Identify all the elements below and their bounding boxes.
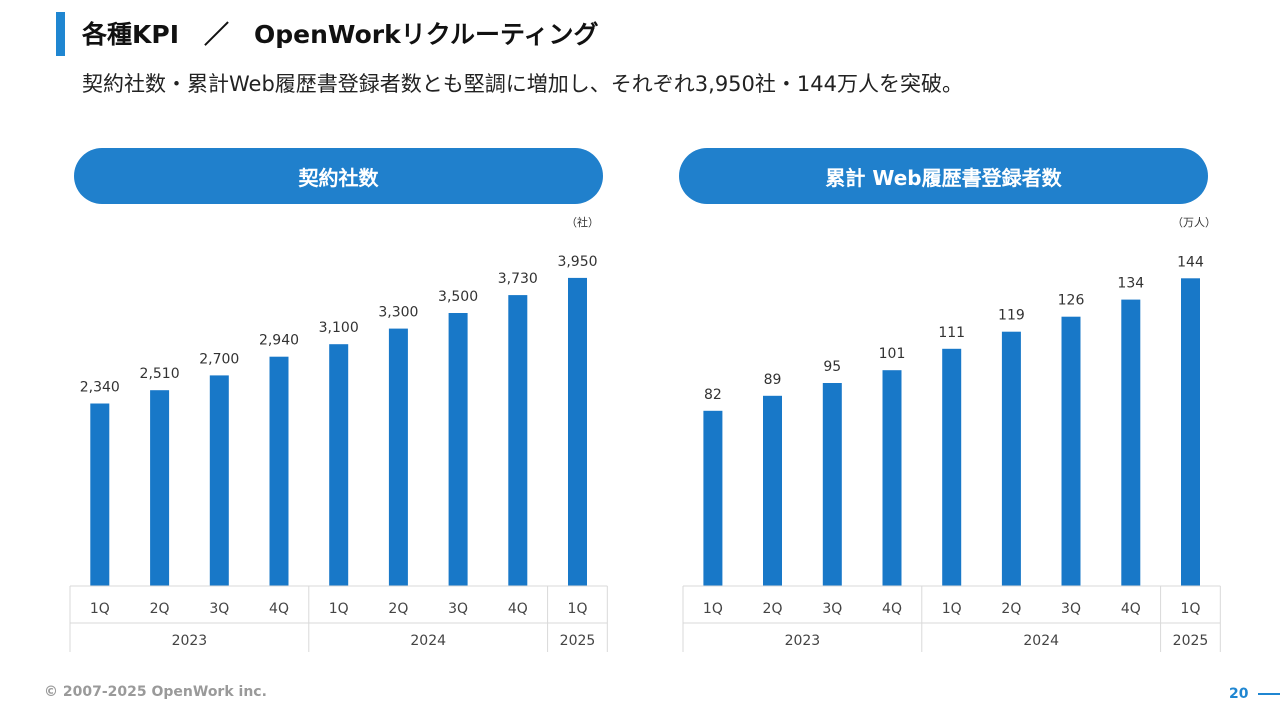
- value-label-resumes-3: 101: [879, 346, 906, 362]
- year-label-resumes-0: 2023: [785, 633, 821, 649]
- tick-label-contracts-1: 2Q: [150, 601, 170, 617]
- bar-contracts-6: [448, 313, 468, 586]
- value-label-resumes-7: 134: [1117, 276, 1144, 292]
- bar-contracts-5: [388, 328, 408, 586]
- unit-label-resumes: （万人）: [1172, 216, 1216, 229]
- chart-title-contracts: 契約社数: [74, 148, 603, 204]
- title-accent-bar: [56, 12, 65, 56]
- bar-contracts-0: [90, 403, 110, 586]
- value-label-resumes-2: 95: [823, 359, 841, 375]
- value-label-resumes-4: 111: [938, 325, 965, 341]
- tick-label-contracts-3: 4Q: [269, 601, 289, 617]
- bar-contracts-8: [568, 277, 587, 586]
- bar-resumes-2: [822, 383, 842, 586]
- value-label-resumes-5: 119: [998, 308, 1025, 324]
- value-label-contracts-7: 3,730: [498, 271, 538, 287]
- year-label-contracts-0: 2023: [172, 633, 208, 649]
- year-label-resumes-2: 2025: [1173, 633, 1209, 649]
- page-title: 各種KPI ／ OpenWorkリクルーティング: [82, 20, 599, 49]
- tick-label-resumes-0: 1Q: [703, 601, 723, 617]
- value-label-contracts-1: 2,510: [140, 366, 180, 382]
- value-label-resumes-6: 126: [1058, 293, 1085, 309]
- tick-label-contracts-0: 1Q: [90, 601, 110, 617]
- tick-label-contracts-8: 1Q: [568, 601, 588, 617]
- value-label-resumes-0: 82: [704, 387, 722, 403]
- value-label-contracts-8: 3,950: [557, 254, 597, 270]
- year-label-contracts-2: 2025: [560, 633, 596, 649]
- bar-resumes-6: [1061, 316, 1081, 586]
- bar-resumes-8: [1181, 278, 1200, 586]
- tick-label-resumes-2: 3Q: [822, 601, 842, 617]
- copyright: © 2007-2025 OpenWork inc.: [44, 684, 267, 700]
- tick-label-resumes-3: 4Q: [882, 601, 902, 617]
- bar-resumes-5: [1001, 331, 1021, 586]
- tick-label-contracts-4: 1Q: [329, 601, 349, 617]
- bar-resumes-7: [1121, 299, 1141, 586]
- tick-label-resumes-1: 2Q: [763, 601, 783, 617]
- tick-label-resumes-6: 3Q: [1061, 601, 1081, 617]
- value-label-resumes-8: 144: [1177, 254, 1204, 270]
- bar-contracts-2: [209, 375, 229, 586]
- tick-label-contracts-5: 2Q: [388, 601, 408, 617]
- bar-contracts-3: [269, 356, 289, 586]
- bar-resumes-0: [703, 410, 723, 586]
- value-label-contracts-2: 2,700: [199, 351, 239, 367]
- tick-label-contracts-7: 4Q: [508, 601, 528, 617]
- year-label-contracts-1: 2024: [410, 633, 446, 649]
- bar-resumes-3: [882, 370, 902, 586]
- value-label-contracts-4: 3,100: [319, 320, 359, 336]
- value-label-contracts-0: 2,340: [80, 380, 120, 396]
- tick-label-contracts-6: 3Q: [448, 601, 468, 617]
- bar-contracts-7: [508, 295, 528, 586]
- tick-label-resumes-7: 4Q: [1121, 601, 1141, 617]
- value-label-contracts-6: 3,500: [438, 289, 478, 305]
- bar-resumes-4: [942, 348, 962, 586]
- page-subtitle: 契約社数・累計Web履歴書登録者数とも堅調に増加し、それぞれ3,950社・144…: [82, 72, 963, 96]
- page-number: 20: [1229, 686, 1249, 702]
- value-label-resumes-1: 89: [764, 372, 782, 388]
- value-label-contracts-5: 3,300: [378, 305, 418, 321]
- page-number-line: [1258, 693, 1280, 695]
- bar-resumes-1: [763, 395, 782, 586]
- bar-contracts-1: [150, 390, 170, 586]
- tick-label-contracts-2: 3Q: [209, 601, 229, 617]
- tick-label-resumes-5: 2Q: [1001, 601, 1021, 617]
- year-label-resumes-1: 2024: [1023, 633, 1059, 649]
- bar-contracts-4: [329, 344, 349, 586]
- chart-title-resumes: 累計 Web履歴書登録者数: [679, 148, 1208, 204]
- tick-label-resumes-4: 1Q: [942, 601, 962, 617]
- tick-label-resumes-8: 1Q: [1181, 601, 1201, 617]
- unit-label-contracts: （社）: [566, 216, 599, 229]
- value-label-contracts-3: 2,940: [259, 333, 299, 349]
